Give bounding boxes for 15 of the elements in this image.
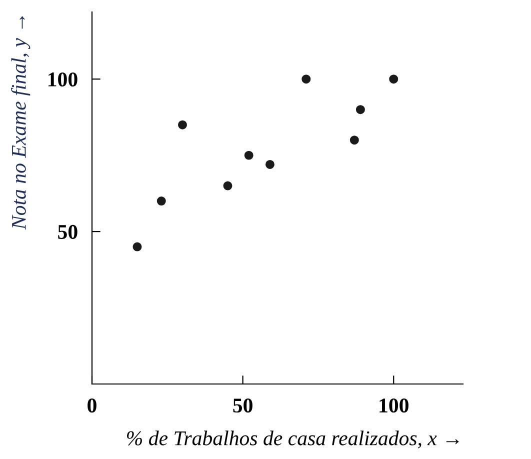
point bbox=[350, 136, 359, 145]
point bbox=[178, 120, 187, 130]
x-axis-title: % de Trabalhos de casa realizados, x → bbox=[127, 430, 459, 448]
y-axis-title: Nota no Exame final, y → bbox=[11, 16, 30, 230]
point bbox=[389, 74, 398, 84]
point bbox=[265, 160, 274, 169]
x-tick-label: 0 bbox=[88, 398, 96, 413]
point bbox=[244, 150, 254, 160]
x-tick-label: 100 bbox=[380, 398, 408, 413]
point bbox=[356, 105, 365, 114]
x-tick-label: 50 bbox=[233, 398, 252, 413]
point bbox=[302, 74, 311, 84]
point bbox=[156, 196, 166, 206]
point bbox=[223, 181, 232, 190]
point bbox=[132, 242, 142, 252]
